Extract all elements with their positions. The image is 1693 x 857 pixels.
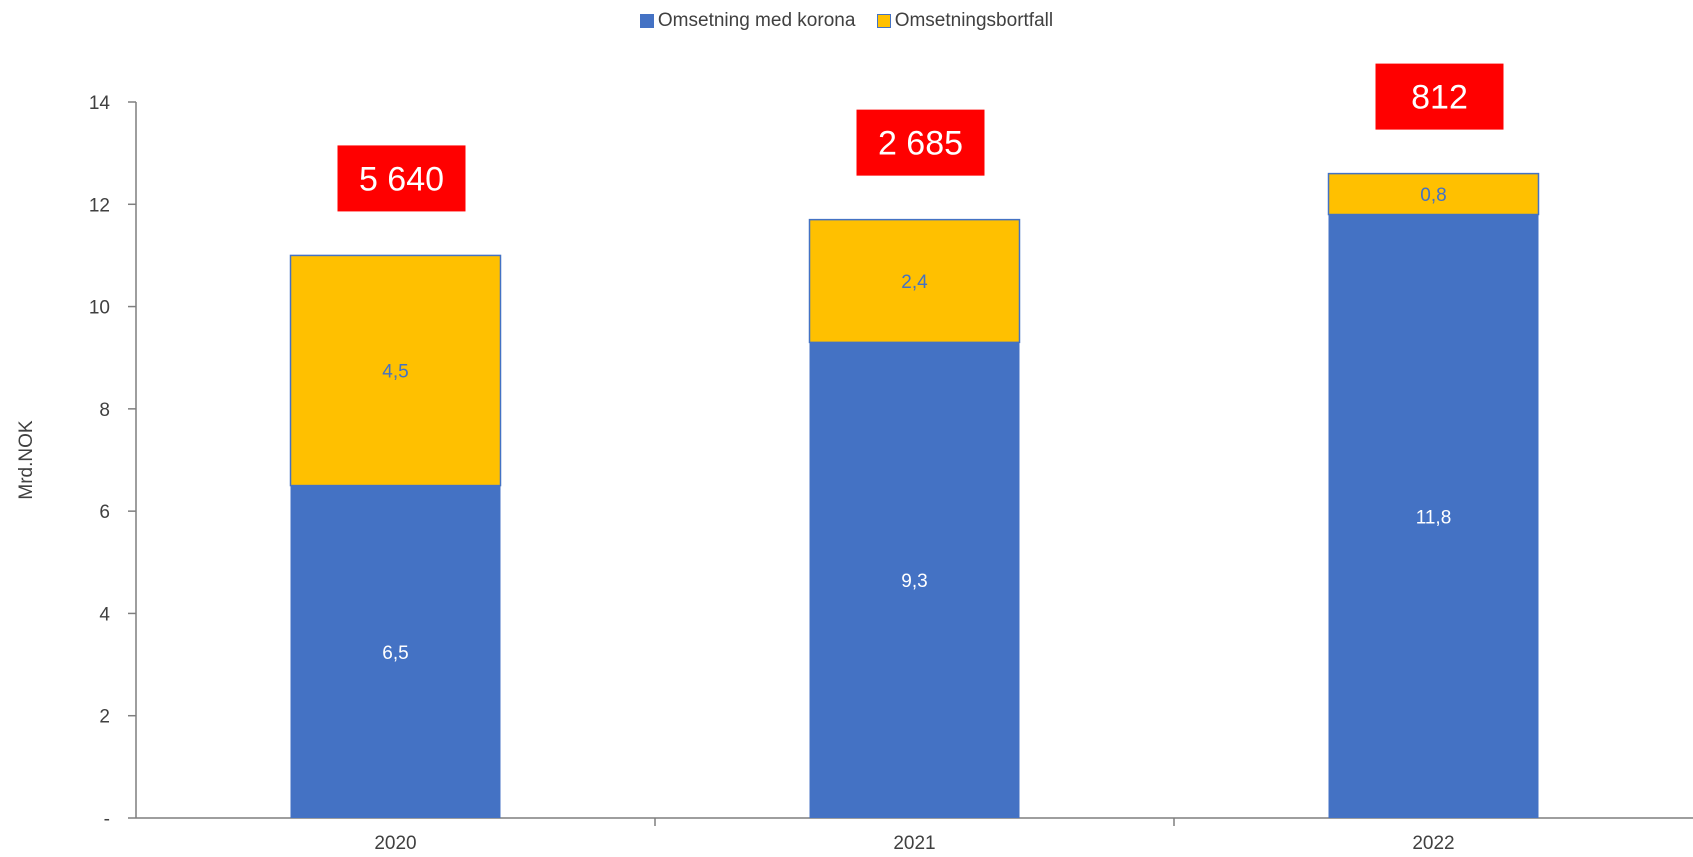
callout-box: [1375, 63, 1504, 130]
legend: Omsetning med korona Omsetningsbortfall: [0, 10, 1693, 34]
data-label-series0: 11,8: [1416, 507, 1452, 528]
legend-label-series0: Omsetning med korona: [657, 10, 856, 31]
data-label-series1: 0,8: [1420, 185, 1446, 206]
callout-label: 5 640: [359, 160, 444, 198]
data-label-series0: 6,5: [382, 643, 408, 664]
legend-item-series0: Omsetning med korona: [639, 10, 856, 32]
callout-box: [337, 145, 466, 212]
callout-box: [856, 109, 985, 176]
data-label-series1: 4,5: [382, 362, 408, 383]
data-label-series0: 9,3: [901, 571, 927, 592]
bar-segment-series0: [1328, 214, 1539, 818]
x-tick-label: 2021: [893, 833, 935, 854]
x-tick-label: 2022: [1412, 833, 1454, 854]
y-tick-label: -: [104, 809, 110, 830]
bar-segment-series1: [808, 218, 1021, 344]
legend-swatch-series1: [876, 14, 891, 28]
bar-segment-series0: [290, 485, 501, 818]
bar-segment-series0: [809, 342, 1020, 818]
x-tick-label: 2020: [374, 833, 416, 854]
y-tick-label: 4: [99, 604, 110, 625]
y-tick-label: 10: [89, 298, 110, 319]
bar-segment-series1: [289, 254, 502, 487]
y-tick-label: 14: [89, 93, 111, 114]
callout-label: 812: [1411, 79, 1468, 117]
data-label-series1: 2,4: [901, 272, 928, 293]
callout-label: 2 685: [878, 125, 963, 163]
legend-swatch-series0: [639, 14, 654, 28]
y-tick-label: 6: [99, 502, 110, 523]
y-axis-title: Mrd.NOK: [16, 420, 37, 500]
legend-item-series1: Omsetningsbortfall: [876, 10, 1054, 32]
y-tick-label: 8: [99, 400, 110, 421]
bar-segment-series1: [1327, 172, 1540, 216]
legend-label-series1: Omsetningsbortfall: [894, 10, 1054, 31]
y-tick-label: 2: [99, 707, 110, 728]
y-tick-label: 12: [89, 195, 110, 216]
